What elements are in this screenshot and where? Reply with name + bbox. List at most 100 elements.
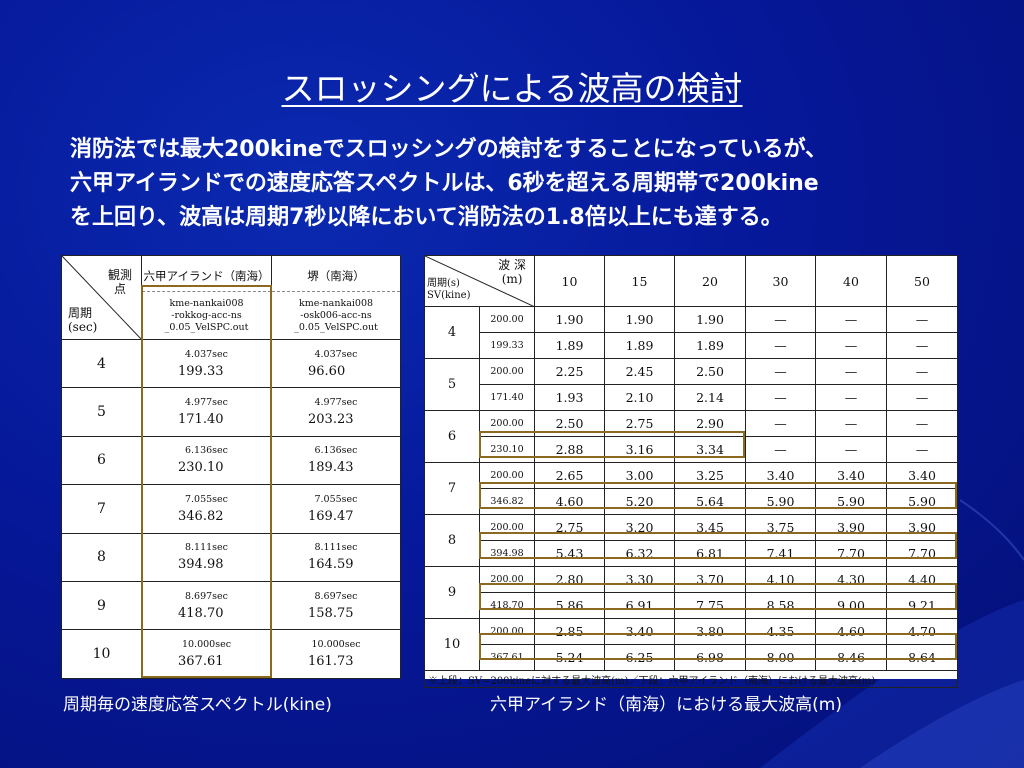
period-sec: 8.697sec: [314, 590, 358, 602]
corner-label-period-sv: 周期(s) SV(kine): [427, 278, 471, 301]
wave-height-cell: 4.10: [745, 566, 816, 593]
wave-height-cell: —: [745, 332, 816, 359]
wave-height-cell: 6.81: [674, 540, 746, 567]
wave-height-cell: —: [815, 436, 887, 463]
table-row: 199.33 1.89 1.89 1.89— — —: [425, 332, 958, 359]
period-cell: 4: [61, 338, 142, 389]
spectrum-cell: 6.136sec 189.43: [271, 435, 401, 486]
wave-height-cell: 9.00: [815, 592, 887, 619]
table-row: 10 200.00 2.85 3.40 3.80 4.35 4.60 4.70: [424, 618, 958, 671]
max-wave-height-table: 波 深 (m) 周期(s) SV(kine) 10 15 20 30 40 50 4 200…: [424, 255, 958, 688]
wave-height-cell: 3.90: [815, 514, 887, 541]
body-line: を上回り、波高は周期7秒以降において消防法の1.8倍以上にも達する。: [70, 205, 783, 230]
wave-height-cell: —: [886, 384, 958, 411]
spectrum-cell: 7.055sec 169.47: [271, 484, 401, 534]
period-cell: 6: [424, 410, 480, 463]
table-corner: 観測点 周期 (sec): [61, 255, 142, 340]
spectrum-cell: 10.000sec 161.73: [271, 629, 401, 679]
wave-height-cell: 4.70: [886, 618, 958, 645]
period-cell: 9: [424, 566, 480, 619]
wave-height-cell: 7.75: [674, 592, 746, 619]
period-cell: 8: [424, 514, 480, 567]
period-cell: 7: [61, 484, 142, 534]
wave-height-cell: 8.64: [886, 644, 958, 671]
wave-height-cell: 4.60: [815, 618, 887, 645]
wave-height-cell: —: [886, 306, 958, 333]
velocity-value: 418.70: [178, 605, 224, 621]
column-header-rokko: 六甲アイランド（南海） kme-nankai008 -rokkog-acc-ns…: [141, 255, 272, 340]
period-sec: 8.111sec: [314, 542, 358, 554]
table-row: 5 200.00 2.25 2.45 2.50— — —: [424, 358, 958, 411]
period-cell: 5: [424, 358, 480, 411]
sv-cell: 418.70: [479, 592, 535, 619]
period-sec: 4.037sec: [314, 348, 358, 360]
wave-height-cell: 8.00: [745, 644, 816, 671]
period-cell: 8: [61, 532, 142, 582]
wave-height-cell: 5.86: [534, 592, 605, 619]
wave-height-cell: 1.90: [674, 306, 746, 333]
wave-height-cell: —: [815, 358, 887, 385]
sv-cell: 200.00: [479, 462, 535, 489]
wave-height-cell: 2.50: [674, 358, 746, 385]
table-row: 418.70 5.86 6.91 7.75 8.58 9.00 9.21: [425, 592, 958, 619]
wave-height-cell: 4.30: [815, 566, 887, 593]
wave-height-cell: 1.89: [674, 332, 746, 359]
spectrum-cell: 4.037sec 96.60: [271, 338, 401, 389]
wave-height-cell: 2.75: [604, 410, 675, 437]
wave-height-cell: 1.90: [604, 306, 675, 333]
table-row: 8 8.111sec 394.98 8.111sec 164.59: [61, 532, 401, 582]
wave-height-cell: —: [745, 410, 816, 437]
table-row: 367.61 5.24 6.25 6.98 8.00 8.46 8.64: [425, 644, 958, 671]
spectrum-cell: 10.000sec 367.61: [141, 629, 272, 679]
corner-label-station: 観測点: [107, 268, 132, 296]
period-cell: 6: [61, 435, 142, 486]
table-row: 10 10.000sec 367.61 10.000sec 161.73: [61, 629, 401, 679]
wave-height-cell: 2.14: [674, 384, 746, 411]
wave-height-cell: 3.80: [674, 618, 746, 645]
wave-height-cell: 4.35: [745, 618, 816, 645]
wave-height-cell: 6.91: [604, 592, 675, 619]
wave-height-cell: 4.40: [886, 566, 958, 593]
period-sec: 4.977sec: [314, 397, 358, 409]
velocity-value: 346.82: [178, 508, 224, 524]
wave-height-cell: 2.25: [534, 358, 605, 385]
period-sec: 6.136sec: [184, 445, 228, 457]
wave-height-cell: 3.25: [674, 462, 746, 489]
wave-height-cell: 7.70: [886, 540, 958, 567]
period-sec: 7.055sec: [184, 493, 228, 505]
depth-header: 30: [745, 255, 816, 307]
wave-height-cell: 1.89: [604, 332, 675, 359]
wave-height-cell: 3.00: [604, 462, 675, 489]
slide-body: 消防法では最大200kineでスロッシングの検討をすることになっているが、 六甲…: [70, 133, 970, 235]
table-note: ※上段：SV=200kineに対する最大波高(m)／下段：六甲アイランド（南海）…: [424, 670, 958, 688]
velocity-value: 367.61: [178, 654, 224, 670]
wave-height-cell: 3.16: [604, 436, 675, 463]
wave-height-cell: 5.20: [604, 488, 675, 515]
depth-header: 20: [674, 255, 746, 307]
spectrum-cell: 7.055sec 346.82: [141, 484, 272, 534]
sv-cell: 171.40: [479, 384, 535, 411]
velocity-value: 161.73: [308, 654, 354, 670]
sv-cell: 200.00: [479, 358, 535, 385]
spectrum-cell: 8.697sec 158.75: [271, 580, 401, 631]
wave-height-cell: 5.43: [534, 540, 605, 567]
wave-height-cell: —: [815, 410, 887, 437]
velocity-value: 169.47: [308, 508, 354, 524]
wave-height-cell: 7.41: [745, 540, 816, 567]
wave-height-cell: 9.21: [886, 592, 958, 619]
table-note-row: ※上段：SV=200kineに対する最大波高(m)／下段：六甲アイランド（南海）…: [424, 670, 958, 688]
period-sec: 4.977sec: [184, 397, 228, 409]
table-row: 7 200.00 2.65 3.00 3.25 3.40 3.40 3.40: [424, 462, 958, 515]
wave-height-cell: 3.75: [745, 514, 816, 541]
table-row: 8 200.00 2.75 3.20 3.45 3.75 3.90 3.90: [424, 514, 958, 567]
wave-height-cell: —: [886, 436, 958, 463]
sv-cell: 367.61: [479, 644, 535, 671]
wave-height-cell: 5.90: [886, 488, 958, 515]
spectrum-cell: 8.697sec 418.70: [141, 580, 272, 631]
wave-height-cell: 6.32: [604, 540, 675, 567]
spectrum-cell: 8.111sec 164.59: [271, 532, 401, 582]
wave-height-cell: —: [745, 358, 816, 385]
wave-height-cell: 2.45: [604, 358, 675, 385]
period-cell: 7: [424, 462, 480, 515]
sv-cell: 230.10: [479, 436, 535, 463]
